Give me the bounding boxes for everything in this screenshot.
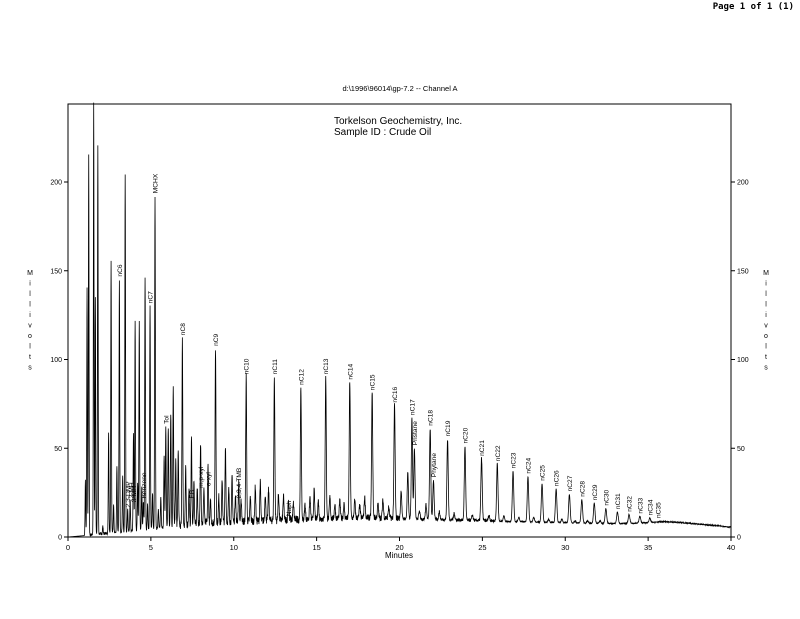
peak-label: MCHX xyxy=(153,173,160,193)
x-tick-label: 20 xyxy=(395,543,403,552)
peak-label: Tol xyxy=(163,415,170,424)
x-tick-label: 35 xyxy=(644,543,652,552)
peak-label: nC13 xyxy=(323,358,330,374)
peak-label: Pristane xyxy=(412,421,419,446)
peak-label: nC25 xyxy=(540,465,547,481)
y-tick-label-right: 200 xyxy=(737,180,749,187)
x-axis-label: Minutes xyxy=(385,551,413,560)
chromatogram-trace xyxy=(67,102,732,538)
peak-label: 3-MH xyxy=(131,486,138,502)
peak-label: nC8 xyxy=(180,323,187,335)
peak-label: nC16 xyxy=(392,387,399,403)
y-tick-label-left: 200 xyxy=(50,180,62,187)
peak-label: Benzene xyxy=(141,472,148,498)
y-axis-label-char: t xyxy=(765,354,767,361)
peak-label: nC26 xyxy=(554,470,561,486)
peak-label: EB xyxy=(189,489,196,498)
y-tick-label-left: 150 xyxy=(50,268,62,275)
peak-label: nC24 xyxy=(526,458,533,474)
y-axis-label-char: M xyxy=(763,270,769,277)
peak-label: nC27 xyxy=(567,475,574,491)
y-axis-label-char: l xyxy=(765,344,767,351)
chart-title: d:\1996\96014\gp-7.2 -- Channel A xyxy=(342,84,457,93)
peak-label: nC6 xyxy=(117,264,124,276)
chromatogram-line xyxy=(67,102,732,538)
peak-label: nC15 xyxy=(370,374,377,390)
peak-label: nC10 xyxy=(244,358,251,374)
peak-label: nC22 xyxy=(495,445,502,461)
peak-label: 2-MH xyxy=(129,482,136,498)
y-axis-label-char: i xyxy=(29,281,31,288)
peak-label: nC7 xyxy=(148,291,155,303)
peak-label: nC11 xyxy=(272,359,279,375)
peak-label: nC28 xyxy=(579,481,586,497)
peak-label: nC29 xyxy=(592,484,599,500)
y-axis-label-char: s xyxy=(28,365,32,372)
header-company: Torkelson Geochemistry, Inc. xyxy=(334,116,462,127)
y-tick-label-left: 0 xyxy=(58,535,62,542)
y-tick-label-left: 50 xyxy=(54,446,62,453)
y-axis-label-char: M xyxy=(27,270,33,277)
x-tick-label: 0 xyxy=(66,543,70,552)
peak-label: nC33 xyxy=(637,498,644,514)
y-axis-label-char: l xyxy=(765,302,767,309)
peak-label: nC34 xyxy=(647,499,654,515)
x-tick-label: 40 xyxy=(727,543,735,552)
x-tick-label: 10 xyxy=(230,543,238,552)
peak-label: nC14 xyxy=(347,364,354,380)
x-tick-label: 5 xyxy=(149,543,153,552)
peak-label: nC23 xyxy=(511,452,518,468)
x-tick-label: 30 xyxy=(561,543,569,552)
header-sample-id: Sample ID : Crude Oil xyxy=(334,127,431,138)
y-axis-label-char: i xyxy=(29,312,31,319)
y-axis-label-char: v xyxy=(764,323,768,330)
y-axis-label-char: l xyxy=(765,291,767,298)
peak-label: nC21 xyxy=(479,440,486,456)
x-tick-label: 25 xyxy=(478,543,486,552)
peak-label: nC30 xyxy=(603,490,610,506)
x-tick-label: 15 xyxy=(312,543,320,552)
peak-label: 2,3-DMP xyxy=(125,481,132,508)
peak-label: nC12 xyxy=(298,369,305,385)
y-axis-ticks-left: 0 50 100 150 200 xyxy=(50,180,68,542)
peak-label: nC32 xyxy=(627,496,634,512)
y-axis-label-char: v xyxy=(28,323,32,330)
x-axis-ticks: 0 5 10 15 20 25 30 35 40 xyxy=(66,537,735,552)
page-number-label: Page 1 of 1 (1) xyxy=(712,2,794,12)
y-tick-label-right: 50 xyxy=(737,446,745,453)
peak-label: nC19 xyxy=(445,420,452,436)
peak-label: o-xyl xyxy=(206,472,213,486)
peak-label: nC18 xyxy=(428,410,435,426)
peak-label: Phytane xyxy=(431,453,438,478)
y-axis-label-char: l xyxy=(29,344,31,351)
y-tick-label-right: 100 xyxy=(737,357,749,364)
y-axis-label-char: l xyxy=(29,302,31,309)
y-axis-label-char: i xyxy=(765,281,767,288)
y-axis-label-char: t xyxy=(29,354,31,361)
peak-label: m,p-xyl xyxy=(198,466,205,488)
peak-label: nC17 xyxy=(409,399,416,415)
y-axis-label-char: o xyxy=(28,333,32,340)
y-axis-label-char: i xyxy=(765,312,767,319)
y-axis-label-char: s xyxy=(764,365,768,372)
peak-label: 2,3,4-TMB xyxy=(236,467,243,498)
y-axis-label-char: l xyxy=(29,291,31,298)
y-tick-label-left: 100 xyxy=(50,357,62,364)
peak-label: nC9 xyxy=(213,333,220,345)
y-axis-label-char: o xyxy=(764,333,768,340)
peak-label: nC31 xyxy=(615,493,622,509)
y-tick-label-right: 0 xyxy=(737,535,741,542)
peak-label: nC35 xyxy=(656,502,663,518)
y-axis-ticks-right: 0 50 100 150 200 xyxy=(731,180,749,542)
peak-label: Naph xyxy=(286,500,293,516)
peak-label: nC20 xyxy=(463,427,470,443)
y-tick-label-right: 150 xyxy=(737,268,749,275)
